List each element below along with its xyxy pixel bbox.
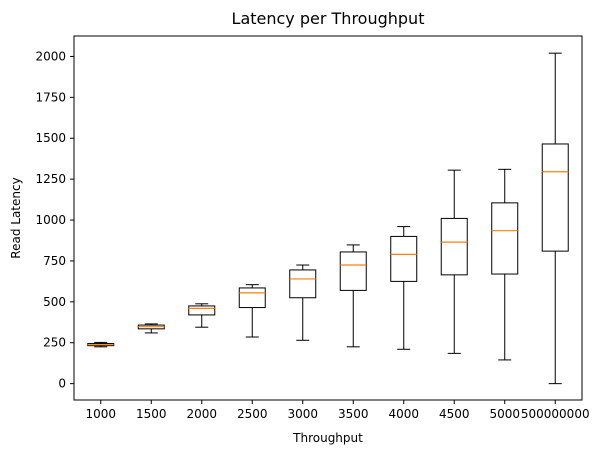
x-tick-label: 2000 (186, 407, 217, 421)
box-4000 (390, 226, 418, 350)
box-3000 (289, 264, 317, 341)
iqr-box (188, 305, 216, 316)
x-tick-label: 4000 (388, 407, 419, 421)
iqr-box (238, 287, 266, 309)
box-2500 (238, 284, 266, 338)
y-tick-label: 1500 (35, 131, 66, 145)
iqr-box (339, 251, 367, 291)
plot-frame (73, 35, 583, 401)
iqr-box (440, 217, 468, 276)
x-tick-label: 1000 (85, 407, 116, 421)
y-tick-label: 1750 (35, 90, 66, 104)
iqr-box (289, 269, 317, 299)
x-tick-label: 3500 (338, 407, 369, 421)
x-tick-label: 3000 (287, 407, 318, 421)
y-axis: 0 250 500 750 1000 1250 1500 1750 2000 (35, 49, 74, 391)
x-axis: 1000 1500 2000 2500 3000 3500 4000 4500 5000 5000… (85, 400, 590, 421)
iqr-box (541, 143, 569, 252)
plot-area (74, 36, 582, 400)
box-2000 (188, 303, 216, 328)
box-1500 (137, 323, 165, 334)
y-axis-label: Read Latency (9, 177, 23, 258)
x-tick-label: 500000000 (521, 407, 590, 421)
x-tick-label: 5000 (489, 407, 520, 421)
x-tick-label: 4500 (439, 407, 470, 421)
y-tick-label: 500 (43, 295, 66, 309)
x-tick-label: 1500 (136, 407, 167, 421)
box-series (87, 52, 569, 385)
box-4500 (440, 169, 468, 354)
box-5000 (491, 168, 519, 361)
chart-title: Latency per Throughput (232, 9, 425, 28)
y-tick-label: 250 (43, 336, 66, 350)
iqr-box (390, 235, 418, 282)
iqr-box (491, 202, 519, 275)
y-tick-label: 0 (58, 377, 66, 391)
y-tick-label: 1250 (35, 172, 66, 186)
box-3500 (339, 244, 367, 348)
x-axis-label: Throughput (292, 431, 363, 445)
box-500000000 (541, 52, 569, 385)
box-1000 (87, 341, 115, 348)
x-tick-label: 2500 (237, 407, 268, 421)
y-tick-label: 750 (43, 254, 66, 268)
y-tick-label: 1000 (35, 213, 66, 227)
y-tick-label: 2000 (35, 49, 66, 63)
